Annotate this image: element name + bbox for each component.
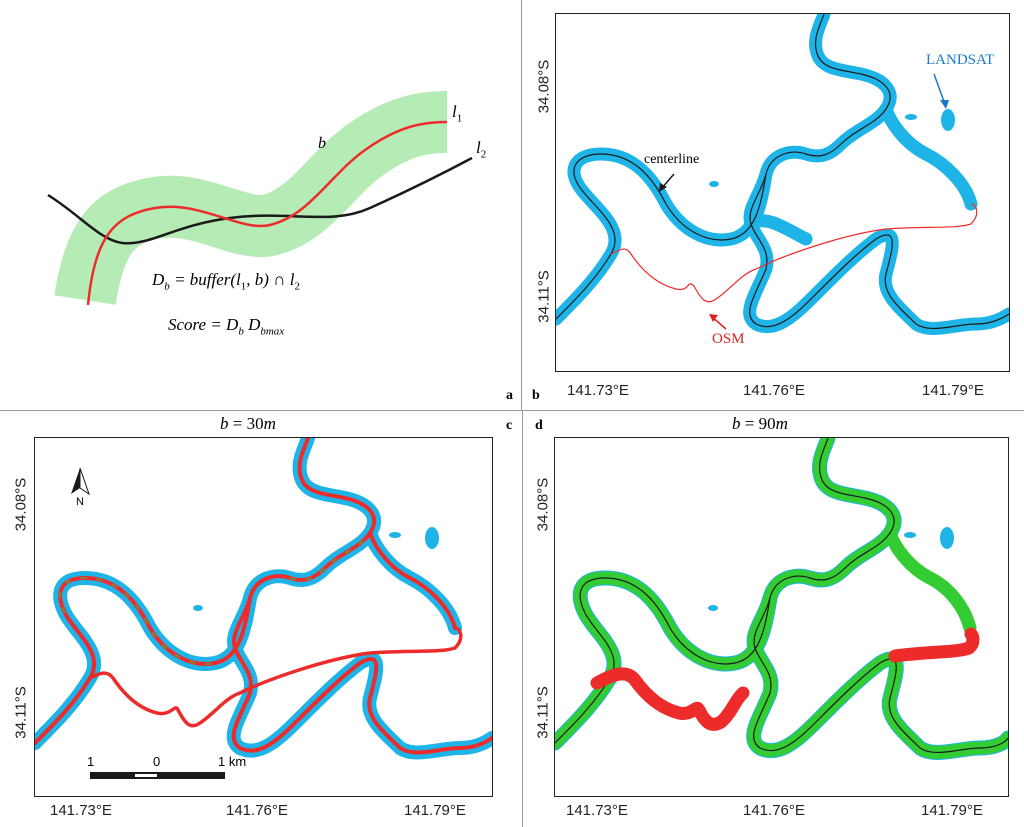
panel-d-xtick-3: 141.79°E xyxy=(921,802,983,819)
landsat-lake xyxy=(941,109,955,131)
osm-line xyxy=(610,203,978,303)
panel-d-title: b = 90m xyxy=(732,414,788,433)
landsat-islet xyxy=(389,532,401,538)
panel-a-schematic: l1 l2 b Db = buffer(l1, b) ∩ l2 Score = … xyxy=(0,0,520,410)
match-90m xyxy=(555,438,1008,759)
landsat-islet-2 xyxy=(709,181,719,187)
label-buffer-b: b xyxy=(318,135,326,152)
line-l1 xyxy=(86,120,448,306)
panel-b-xtick-2: 141.76°E xyxy=(743,382,805,399)
line-l2 xyxy=(47,156,473,245)
label-l2: l2 xyxy=(476,138,487,161)
panel-c-xtick-2: 141.76°E xyxy=(226,802,288,819)
annotation-landsat: LANDSAT xyxy=(926,52,995,68)
panel-c-ytick-2: 34.11°S xyxy=(12,686,30,739)
panel-c-map: N 1 0 1 km xyxy=(34,437,493,797)
panel-letter-c: c xyxy=(506,418,513,433)
osm-unmatched-2 xyxy=(888,627,980,663)
panel-c-xtick-1: 141.73°E xyxy=(50,802,112,819)
landsat-lake xyxy=(425,527,439,549)
match-overlap xyxy=(59,532,371,665)
map-c xyxy=(35,438,492,779)
panel-b-ytick-2: 34.11°S xyxy=(535,270,553,323)
landsat-lake xyxy=(940,527,954,549)
panel-d-ytick-2: 34.11°S xyxy=(534,686,552,739)
panel-b-xtick-1: 141.73°E xyxy=(567,382,629,399)
landsat-islet-2 xyxy=(708,605,718,611)
panel-b-xtick-3: 141.79°E xyxy=(922,382,984,399)
annotation-osm: OSM xyxy=(712,331,745,347)
buffer-diagram xyxy=(47,91,473,306)
panel-d-ytick-1: 34.08°S xyxy=(534,477,552,532)
panel-letter-b: b xyxy=(532,388,540,403)
landsat-islet xyxy=(905,114,917,120)
divider-vertical-bottom xyxy=(522,410,523,827)
panel-b-map: LANDSAT centerline OSM xyxy=(555,13,1010,372)
panel-b-ytick-1: 34.08°S xyxy=(535,59,553,114)
panel-letter-a: a xyxy=(506,388,513,403)
osm-arrowhead xyxy=(709,314,718,322)
landsat-river xyxy=(555,438,1008,760)
equation-db: Db = buffer(l1, b) ∩ l2 xyxy=(152,270,300,293)
scale-label-mid: 0 xyxy=(153,754,161,769)
map-d xyxy=(555,438,1008,760)
scale-label-right: 1 km xyxy=(218,754,247,769)
landsat-islet-2 xyxy=(193,605,203,611)
divider-vertical-top xyxy=(521,0,522,410)
map-b xyxy=(556,14,1009,335)
annotation-centerline: centerline xyxy=(644,152,700,167)
panel-d-xtick-1: 141.73°E xyxy=(566,802,628,819)
landsat-river xyxy=(35,438,492,760)
north-arrow-icon xyxy=(71,467,90,496)
scale-label-left: 1 xyxy=(87,754,95,769)
panel-d-map xyxy=(554,437,1009,797)
divider-horizontal xyxy=(0,410,1024,411)
centerline-river xyxy=(556,14,1009,330)
north-label: N xyxy=(76,496,84,508)
label-l1: l1 xyxy=(452,102,463,125)
centerline-arrowhead xyxy=(659,183,667,192)
match-30m xyxy=(35,438,492,755)
osm-unmatched xyxy=(590,667,750,731)
osm-line xyxy=(89,626,463,728)
panel-c-xtick-3: 141.79°E xyxy=(404,802,466,819)
panel-d-xtick-2: 141.76°E xyxy=(743,802,805,819)
landsat-islet xyxy=(904,532,916,538)
centerline-river xyxy=(555,438,1008,754)
equation-score: Score = Db Dbmax xyxy=(168,315,285,338)
scale-bar xyxy=(90,772,225,779)
panel-letter-d: d xyxy=(535,418,543,433)
landsat-arrowhead xyxy=(940,100,949,109)
panel-c-ytick-1: 34.08°S xyxy=(12,477,30,532)
panel-c-title: b = 30m xyxy=(220,414,276,433)
